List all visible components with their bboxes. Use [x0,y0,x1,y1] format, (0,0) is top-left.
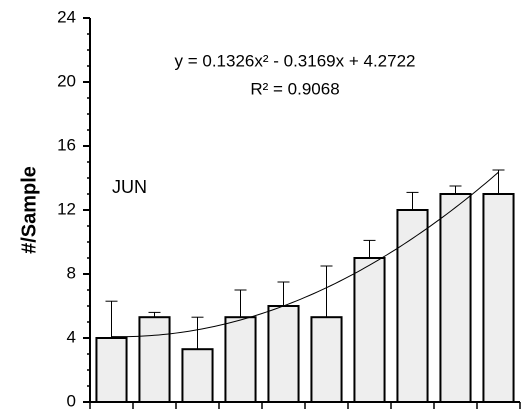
y-tick-label: 24 [57,7,76,26]
bar [482,193,515,403]
y-tick-label: 8 [67,263,76,282]
y-tick-label: 16 [57,135,76,154]
bar [353,257,386,403]
annotation: JUN [112,177,147,197]
bar [310,316,343,404]
bar [95,337,128,403]
bar [181,348,214,404]
y-tick-label: 0 [67,391,76,410]
bar [396,209,429,403]
bar [138,316,171,404]
trendline [111,171,499,338]
trend-r2: R² = 0.9068 [250,79,339,98]
y-tick-label: 12 [57,199,76,218]
trend-equation: y = 0.1326x² - 0.3169x + 4.2722 [174,51,415,70]
bar [224,316,257,404]
y-tick-label: 20 [57,71,76,90]
y-axis-label: #/Sample [18,166,40,254]
y-tick-label: 4 [67,327,76,346]
bar [267,305,300,403]
bar [439,193,472,403]
